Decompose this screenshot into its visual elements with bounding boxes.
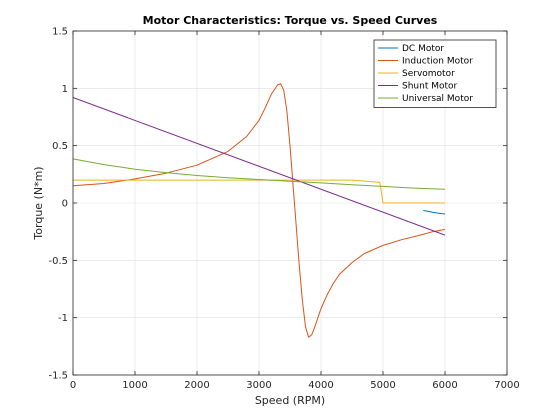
ticks: 0 1000 2000 3000 4000 5000 6000 7000 -1.5 -1 -0.5 0…	[48, 27, 519, 392]
legend-entry: Shunt Motor	[402, 82, 458, 92]
x-tick-label: 3000	[246, 380, 271, 391]
x-tick-label: 5000	[370, 380, 395, 391]
series-line-universal-motor	[72, 158, 446, 190]
y-tick-label: 0.5	[52, 141, 68, 152]
legend-box	[373, 39, 497, 108]
series-line-induction-motor	[72, 83, 446, 338]
y-axis-label: Torque (N*m)	[32, 166, 45, 240]
y-tick-label: 1.5	[52, 27, 68, 38]
x-tick-label: 7000	[494, 380, 519, 391]
x-tick-label: 6000	[432, 380, 457, 391]
x-tick-label: 2000	[184, 380, 209, 391]
legend: DC Motor Induction Motor Servomotor Shunt M…	[373, 39, 497, 108]
legend-entry: Induction Motor	[402, 57, 473, 67]
series-line-shunt-motor	[72, 97, 446, 236]
series-layer	[72, 83, 446, 338]
y-tick-label: 1	[62, 84, 68, 95]
chart-title: Motor Characteristics: Torque vs. Speed …	[143, 14, 438, 27]
series-line-dc-motor	[423, 210, 446, 215]
x-tick-label: 4000	[308, 380, 333, 391]
legend-entry: Servomotor	[402, 69, 455, 79]
legend-entry: Universal Motor	[402, 94, 473, 104]
y-tick-label: -1.5	[48, 371, 68, 382]
y-tick-label: 0	[62, 199, 68, 210]
x-tick-label: 1000	[122, 380, 147, 391]
legend-entry: DC Motor	[402, 44, 444, 54]
y-tick-label: -0.5	[48, 256, 68, 267]
y-tick-label: -1	[58, 313, 68, 324]
series-line-servomotor	[73, 179, 445, 204]
x-axis-label: Speed (RPM)	[255, 394, 325, 407]
x-tick-label: 0	[70, 380, 76, 391]
